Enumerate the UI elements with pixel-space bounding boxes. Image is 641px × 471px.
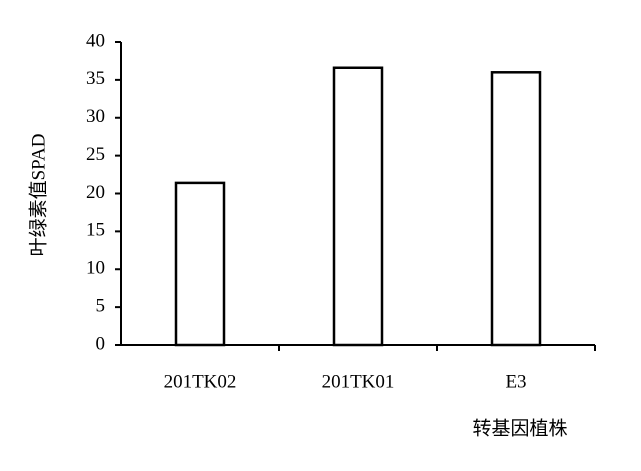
- bar: [174, 181, 226, 347]
- y-tick-label: 35: [86, 68, 105, 89]
- y-axis-label: 叶绿素值SPAD: [27, 134, 49, 257]
- y-tick-label: 30: [86, 106, 105, 127]
- y-tick-label: 25: [86, 144, 105, 165]
- x-tick-label: 201TK01: [322, 371, 395, 392]
- x-tick-label: 201TK02: [164, 371, 237, 392]
- bar: [332, 66, 384, 347]
- y-tick-label: 0: [96, 333, 106, 354]
- y-tick-label: 10: [86, 258, 105, 279]
- x-axis-label: 转基因植株: [472, 417, 567, 439]
- y-tick-label: 15: [86, 220, 105, 241]
- bar: [490, 71, 542, 347]
- x-tick-label: E3: [505, 371, 526, 392]
- y-tick-label: 20: [86, 182, 105, 203]
- y-tick-label: 5: [96, 295, 106, 316]
- y-tick-label: 40: [86, 30, 105, 51]
